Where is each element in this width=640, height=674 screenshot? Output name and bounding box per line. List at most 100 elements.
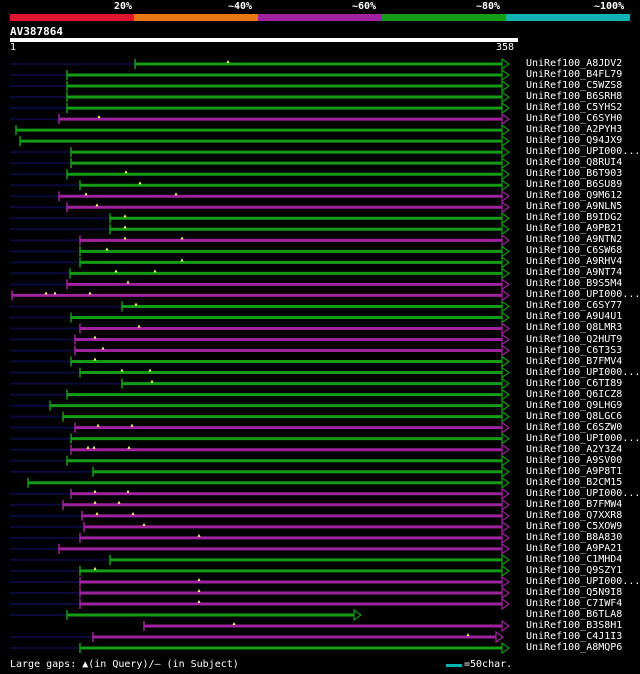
hit-label[interactable]: UniRef100_A2PYH3 [526,124,623,136]
hit-row[interactable] [10,256,511,269]
hit-label[interactable]: UniRef100_A2Y3Z4 [526,443,623,455]
hit-row[interactable] [10,179,511,192]
hit-label[interactable]: UniRef100_C5WZS8 [526,80,623,92]
hit-label[interactable]: UniRef100_A9NT74 [526,267,623,279]
hit-label[interactable]: UniRef100_Q94JX9 [526,135,623,147]
hit-row[interactable] [10,168,511,181]
hit-row[interactable] [10,333,511,346]
hit-row[interactable] [10,443,511,456]
hit-label[interactable]: UniRef100_Q9LHG9 [526,399,623,411]
hit-label[interactable]: UniRef100_UPI000... [526,146,640,158]
hit-label[interactable]: UniRef100_A8MQP6 [526,642,623,654]
hit-row[interactable] [10,300,511,313]
hit-label[interactable]: UniRef100_C5YHS2 [526,102,623,114]
hit-label[interactable]: UniRef100_B4FL79 [526,69,623,81]
hit-label[interactable]: UniRef100_C6SY77 [526,300,623,312]
hit-row[interactable] [10,388,511,401]
hit-label[interactable]: UniRef100_Q6ICZ8 [526,388,623,400]
hit-row[interactable] [10,399,511,412]
hit-row[interactable] [10,421,511,434]
hit-row[interactable] [10,432,511,445]
hit-row[interactable] [10,322,511,335]
hit-row[interactable] [10,344,511,357]
hit-row[interactable] [10,575,511,589]
hit-label[interactable]: UniRef100_C6SW68 [526,245,623,257]
hit-row[interactable] [27,476,511,489]
hit-label[interactable]: UniRef100_B7FMV4 [526,355,623,367]
hit-label[interactable]: UniRef100_B8A830 [526,531,623,543]
hit-row[interactable] [10,608,363,622]
hit-row[interactable] [10,520,511,534]
hit-label[interactable]: UniRef100_UPI000... [526,487,640,499]
hit-label[interactable]: UniRef100_B7FMW4 [526,498,623,510]
hit-row[interactable] [10,57,511,71]
hit-row[interactable] [10,278,511,291]
hit-row[interactable] [10,90,511,104]
hit-row[interactable] [19,134,511,148]
hit-label[interactable]: UniRef100_A9NTN2 [526,234,623,246]
hit-row[interactable] [10,630,505,644]
hit-row[interactable] [10,377,511,390]
hit-row[interactable] [10,498,511,511]
hit-label[interactable]: UniRef100_C6SZW0 [526,421,623,433]
hit-label[interactable]: UniRef100_A9RHV4 [526,256,623,268]
hit-label[interactable]: UniRef100_Q8LMR3 [526,322,623,334]
hit-row[interactable] [10,157,511,170]
hit-label[interactable]: UniRef100_B6TLA8 [526,609,623,620]
hit-row[interactable] [10,410,511,423]
hit-label[interactable]: UniRef100_B3S8H1 [526,620,623,632]
hit-label[interactable]: UniRef100_Q8RUI4 [526,157,623,169]
hit-label[interactable]: UniRef100_C6SYH0 [526,113,623,125]
hit-row[interactable] [10,553,511,567]
hit-label[interactable]: UniRef100_A9NLN5 [526,201,623,213]
hit-label[interactable]: UniRef100_Q9M612 [526,190,623,202]
hit-row[interactable] [143,619,511,633]
hit-label[interactable]: UniRef100_UPI000... [526,432,640,444]
hit-label[interactable]: UniRef100_C7IWF4 [526,597,623,609]
hit-label[interactable]: UniRef100_A8JDV2 [526,58,623,69]
hit-label[interactable]: UniRef100_Q7XXR8 [526,509,623,521]
hit-row[interactable] [10,79,511,93]
hit-label[interactable]: UniRef100_B6SU89 [526,179,623,191]
hit-label[interactable]: UniRef100_Q2HUT9 [526,333,623,345]
hit-row[interactable] [15,123,511,137]
hit-row[interactable] [10,212,511,225]
hit-row[interactable] [10,542,511,556]
hit-row[interactable] [10,68,511,82]
hit-label[interactable]: UniRef100_B9S5M4 [526,278,623,290]
hit-label[interactable]: UniRef100_UPI000... [526,289,640,301]
hit-label[interactable]: UniRef100_B6SRH8 [526,91,623,103]
hit-row[interactable] [10,223,511,236]
hit-label[interactable]: UniRef100_UPI000... [526,366,640,378]
hit-row[interactable] [10,311,511,324]
hit-row[interactable] [10,465,511,478]
hit-row[interactable] [10,234,511,247]
hit-label[interactable]: UniRef100_B2CM15 [526,476,623,488]
hit-row[interactable] [10,355,511,368]
hit-label[interactable]: UniRef100_Q5N9I8 [526,586,623,598]
hit-label[interactable]: UniRef100_C6T3S3 [526,344,623,356]
hit-row[interactable] [10,112,511,126]
hit-label[interactable]: UniRef100_A9SV00 [526,454,623,466]
hit-label[interactable]: UniRef100_B6T903 [526,168,623,180]
hit-row[interactable] [10,454,511,467]
hit-row[interactable] [10,101,511,115]
hit-row[interactable] [10,190,511,203]
hit-row[interactable] [10,586,511,600]
hit-row[interactable] [11,289,511,302]
hit-row[interactable] [10,366,511,379]
hit-row[interactable] [10,564,511,578]
hit-label[interactable]: UniRef100_A9PA21 [526,542,623,554]
hit-row[interactable] [10,245,511,258]
hit-row[interactable] [10,597,511,611]
hit-label[interactable]: UniRef100_UPI000... [526,575,640,587]
hit-label[interactable]: UniRef100_C4J1I3 [526,631,623,643]
hit-label[interactable]: UniRef100_C1MHD4 [526,553,623,565]
hit-label[interactable]: UniRef100_Q8LGC6 [526,410,623,422]
hit-row[interactable] [10,509,511,522]
hit-row[interactable] [10,267,511,280]
hit-row[interactable] [10,145,511,159]
hit-label[interactable]: UniRef100_C5XOW9 [526,520,623,532]
hit-label[interactable]: UniRef100_C6TI89 [526,377,623,389]
hit-label[interactable]: UniRef100_A9U4U1 [526,311,623,323]
